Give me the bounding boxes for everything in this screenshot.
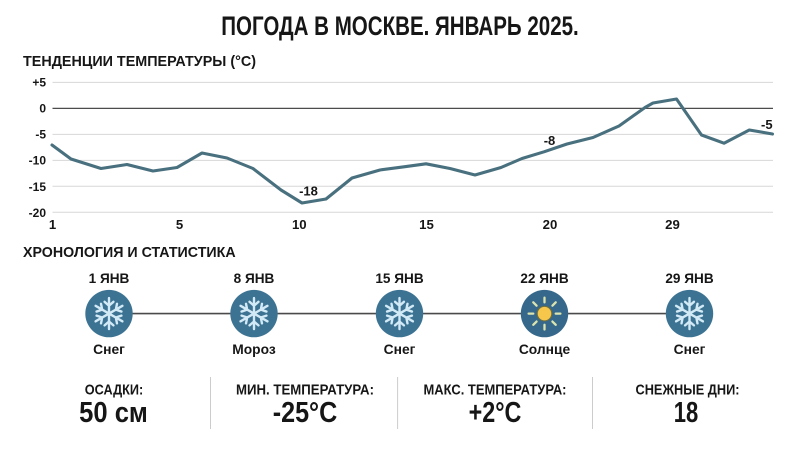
- svg-text:+5: +5: [32, 76, 46, 90]
- svg-text:-10: -10: [29, 154, 47, 168]
- svg-text:-20: -20: [29, 206, 47, 220]
- svg-text:ПОГОДА В МОСКВЕ. ЯНВАРЬ 2025.: ПОГОДА В МОСКВЕ. ЯНВАРЬ 2025.: [221, 11, 579, 41]
- svg-text:ОСАДКИ:: ОСАДКИ:: [85, 382, 144, 398]
- svg-text:-18: -18: [299, 184, 318, 199]
- svg-text:Мороз: Мороз: [232, 342, 276, 357]
- svg-text:50 см: 50 см: [79, 397, 148, 429]
- svg-text:1: 1: [49, 217, 56, 232]
- svg-text:29: 29: [665, 217, 680, 232]
- svg-text:5: 5: [176, 217, 183, 232]
- svg-text:МАКС. ТЕМПЕРАТУРА:: МАКС. ТЕМПЕРАТУРА:: [424, 382, 567, 398]
- svg-text:Снег: Снег: [93, 342, 125, 357]
- svg-text:СНЕЖНЫЕ ДНИ:: СНЕЖНЫЕ ДНИ:: [636, 382, 740, 398]
- svg-text:-15: -15: [29, 180, 47, 194]
- svg-text:22 ЯНВ: 22 ЯНВ: [520, 271, 568, 286]
- svg-text:МИН. ТЕМПЕРАТУРА:: МИН. ТЕМПЕРАТУРА:: [236, 382, 374, 398]
- svg-text:18: 18: [674, 397, 699, 429]
- svg-text:Снег: Снег: [674, 342, 706, 357]
- svg-text:ТЕНДЕНЦИИ ТЕМПЕРАТУРЫ (°C): ТЕНДЕНЦИИ ТЕМПЕРАТУРЫ (°C): [23, 54, 256, 70]
- svg-text:20: 20: [543, 217, 558, 232]
- svg-text:ХРОНОЛОГИЯ И СТАТИСТИКА: ХРОНОЛОГИЯ И СТАТИСТИКА: [23, 245, 236, 261]
- svg-text:-5: -5: [35, 128, 46, 142]
- svg-text:-5: -5: [761, 117, 773, 132]
- svg-text:10: 10: [292, 217, 307, 232]
- svg-text:15: 15: [419, 217, 434, 232]
- svg-text:Солнце: Солнце: [519, 342, 571, 357]
- svg-text:29 ЯНВ: 29 ЯНВ: [665, 271, 713, 286]
- svg-text:+2°C: +2°C: [469, 397, 522, 429]
- svg-text:1 ЯНВ: 1 ЯНВ: [89, 271, 130, 286]
- svg-text:15 ЯНВ: 15 ЯНВ: [375, 271, 423, 286]
- svg-text:0: 0: [39, 102, 46, 116]
- svg-text:8 ЯНВ: 8 ЯНВ: [234, 271, 275, 286]
- svg-text:-8: -8: [544, 133, 556, 148]
- svg-text:-25°C: -25°C: [273, 397, 338, 429]
- svg-text:Снег: Снег: [384, 342, 416, 357]
